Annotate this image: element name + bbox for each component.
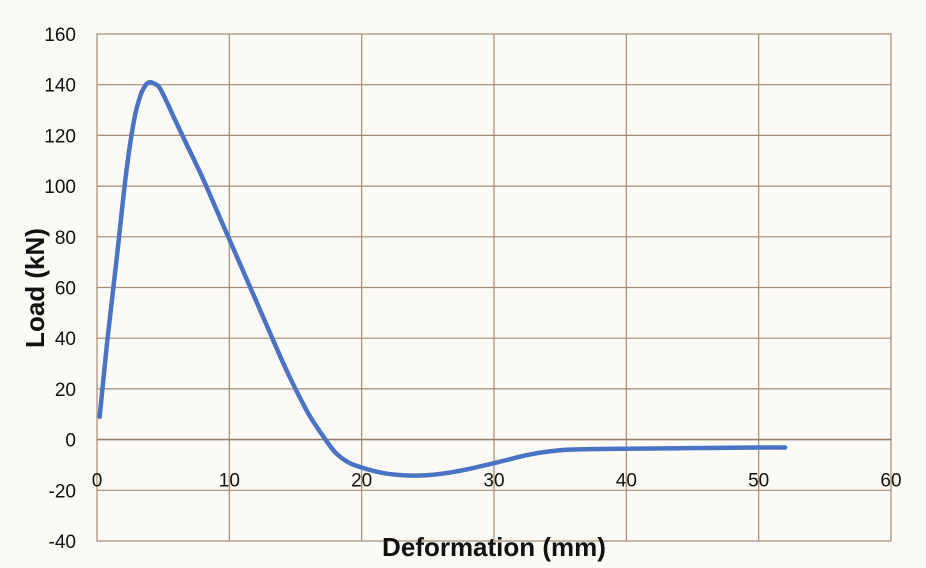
x-tick-label: 50 — [748, 471, 769, 492]
y-tick-label: -20 — [49, 481, 76, 502]
x-tick-label: 40 — [616, 471, 637, 492]
y-tick-label: 20 — [55, 380, 76, 401]
y-tick-label: 100 — [44, 177, 76, 198]
y-tick-label: -40 — [49, 532, 76, 553]
x-tick-label: 20 — [351, 471, 372, 492]
y-axis-title: Load (kN) — [20, 228, 50, 348]
x-tick-label: 0 — [92, 471, 103, 492]
y-tick-label: 120 — [44, 126, 76, 147]
y-tick-label: 0 — [65, 431, 76, 452]
y-tick-label: 80 — [55, 228, 76, 249]
y-tick-label: 160 — [44, 25, 76, 46]
y-tick-label: 140 — [44, 76, 76, 97]
y-tick-label: 40 — [55, 329, 76, 350]
x-axis-title: Deformation (mm) — [382, 532, 606, 562]
x-tick-label: 60 — [880, 471, 901, 492]
x-tick-label: 30 — [483, 471, 504, 492]
y-tick-label: 60 — [55, 279, 76, 300]
x-tick-label: 10 — [219, 471, 240, 492]
